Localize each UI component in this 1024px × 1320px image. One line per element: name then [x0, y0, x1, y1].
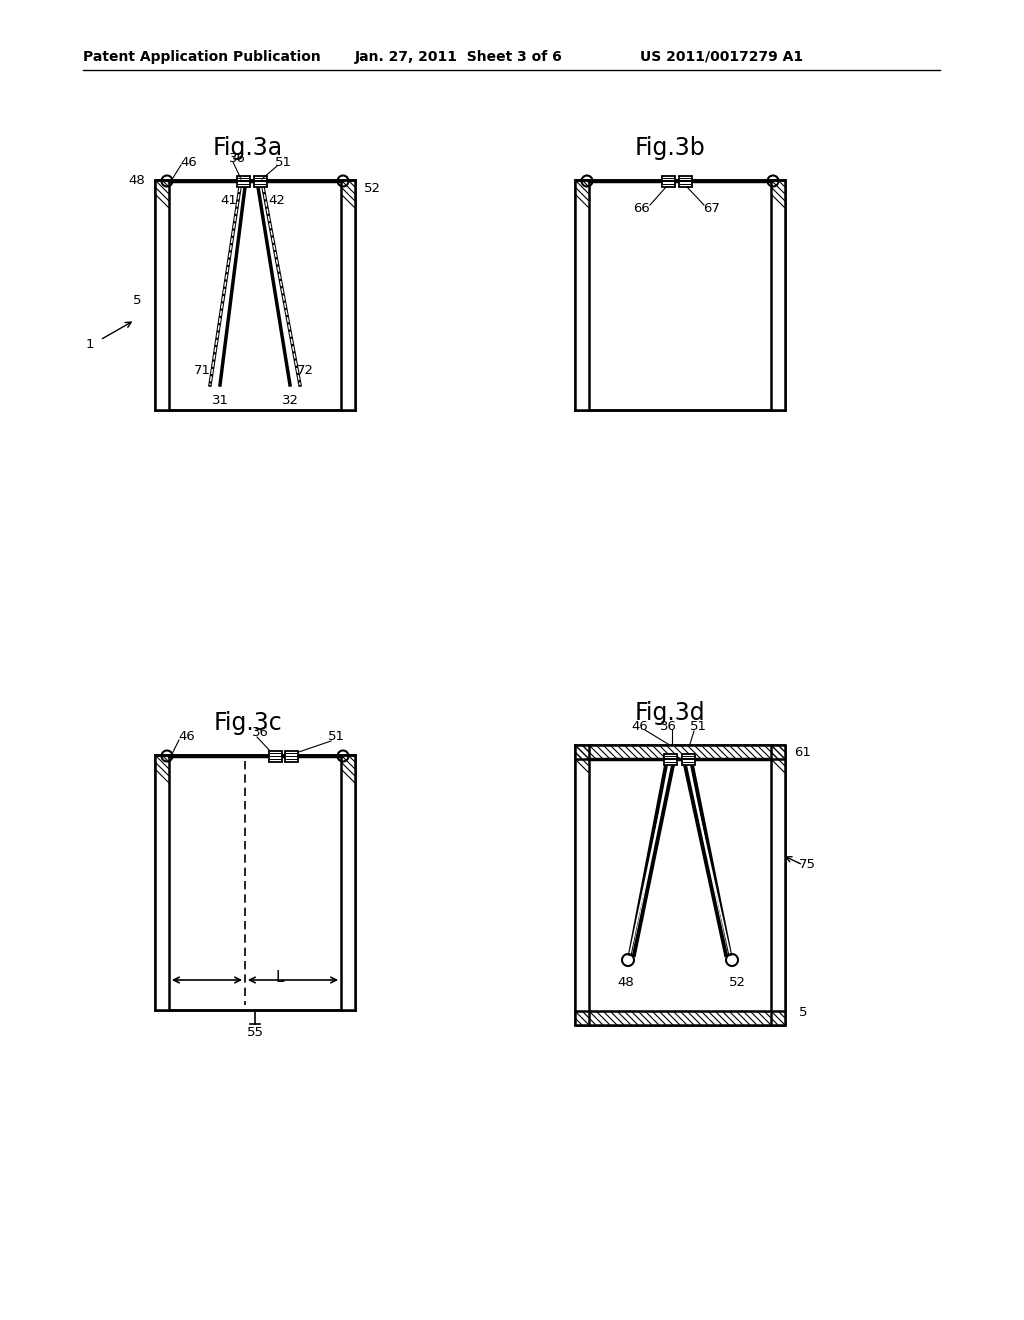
- Text: 5: 5: [133, 293, 141, 306]
- Text: 67: 67: [703, 202, 721, 215]
- Polygon shape: [575, 180, 785, 411]
- Polygon shape: [155, 755, 169, 1010]
- Polygon shape: [771, 744, 785, 1026]
- Text: 51: 51: [328, 730, 344, 743]
- Text: 46: 46: [632, 721, 648, 734]
- Bar: [679, 176, 691, 186]
- Text: 46: 46: [180, 156, 198, 169]
- Text: 36: 36: [252, 726, 268, 739]
- Text: 66: 66: [634, 202, 650, 215]
- Bar: [285, 751, 298, 762]
- Bar: [662, 176, 675, 186]
- Text: 52: 52: [364, 181, 381, 194]
- Text: L: L: [275, 970, 285, 986]
- Polygon shape: [575, 180, 589, 411]
- Polygon shape: [155, 755, 355, 1010]
- Text: 52: 52: [728, 975, 745, 989]
- Text: 46: 46: [178, 730, 196, 743]
- Polygon shape: [155, 180, 355, 411]
- Polygon shape: [341, 755, 355, 1010]
- Text: 42: 42: [268, 194, 286, 207]
- Text: US 2011/0017279 A1: US 2011/0017279 A1: [640, 50, 803, 63]
- Text: Fig.3b: Fig.3b: [635, 136, 706, 160]
- Text: Fig.3d: Fig.3d: [635, 701, 706, 725]
- Polygon shape: [155, 180, 169, 411]
- Polygon shape: [575, 744, 785, 1026]
- Text: 48: 48: [617, 975, 635, 989]
- Text: Fig.3a: Fig.3a: [213, 136, 283, 160]
- Text: 48: 48: [129, 174, 145, 187]
- Text: 32: 32: [282, 393, 299, 407]
- Bar: [664, 754, 677, 764]
- Text: 1: 1: [86, 338, 94, 351]
- Text: 71: 71: [194, 363, 211, 376]
- Text: 51: 51: [274, 156, 292, 169]
- Text: 5: 5: [799, 1006, 807, 1019]
- Text: 55: 55: [247, 1026, 263, 1039]
- Bar: [254, 176, 266, 186]
- Text: 31: 31: [212, 393, 228, 407]
- Text: 41: 41: [220, 194, 238, 207]
- Text: Jan. 27, 2011  Sheet 3 of 6: Jan. 27, 2011 Sheet 3 of 6: [355, 50, 563, 63]
- Text: 75: 75: [799, 858, 815, 871]
- Polygon shape: [341, 180, 355, 411]
- Text: 72: 72: [297, 363, 313, 376]
- Polygon shape: [575, 1011, 785, 1026]
- Bar: [268, 751, 282, 762]
- Text: 36: 36: [228, 152, 246, 165]
- Bar: [682, 754, 694, 764]
- Polygon shape: [575, 744, 785, 759]
- Bar: [237, 176, 250, 186]
- Text: Fig.3c: Fig.3c: [214, 711, 283, 735]
- Polygon shape: [771, 180, 785, 411]
- Text: Patent Application Publication: Patent Application Publication: [83, 50, 321, 63]
- Polygon shape: [575, 744, 589, 1026]
- Text: 51: 51: [689, 721, 707, 734]
- Text: 61: 61: [795, 747, 811, 759]
- Text: 36: 36: [659, 721, 677, 734]
